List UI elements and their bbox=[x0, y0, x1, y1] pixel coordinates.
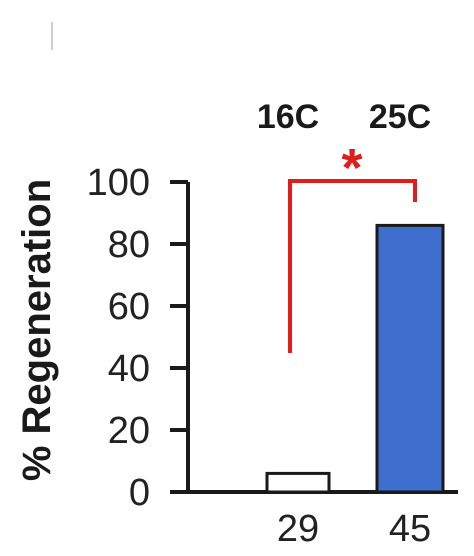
significance-star: * bbox=[341, 138, 362, 198]
y-tick-label: 100 bbox=[87, 162, 150, 204]
condition-label: 16C bbox=[257, 98, 319, 136]
y-tick-label: 20 bbox=[108, 410, 150, 452]
bar-25c bbox=[375, 223, 445, 494]
significance-bracket-line bbox=[288, 179, 417, 353]
y-tick-label: 80 bbox=[108, 224, 150, 266]
sample-size-label: 29 bbox=[277, 508, 319, 550]
y-axis-label: % Regeneration bbox=[15, 179, 59, 481]
sample-size-label: 45 bbox=[389, 508, 431, 550]
significance-bracket: * bbox=[288, 138, 417, 353]
sample-size-labels: 29 45 bbox=[277, 508, 431, 550]
condition-label: 25C bbox=[369, 98, 431, 136]
bar-16c bbox=[265, 471, 331, 494]
bars bbox=[265, 223, 445, 494]
y-axis-ticks: 0 20 40 60 80 100 bbox=[87, 162, 188, 514]
condition-labels: 16C 25C bbox=[257, 98, 431, 136]
y-tick-label: 40 bbox=[108, 348, 150, 390]
y-tick-label: 0 bbox=[129, 472, 150, 514]
y-tick-label: 60 bbox=[108, 286, 150, 328]
